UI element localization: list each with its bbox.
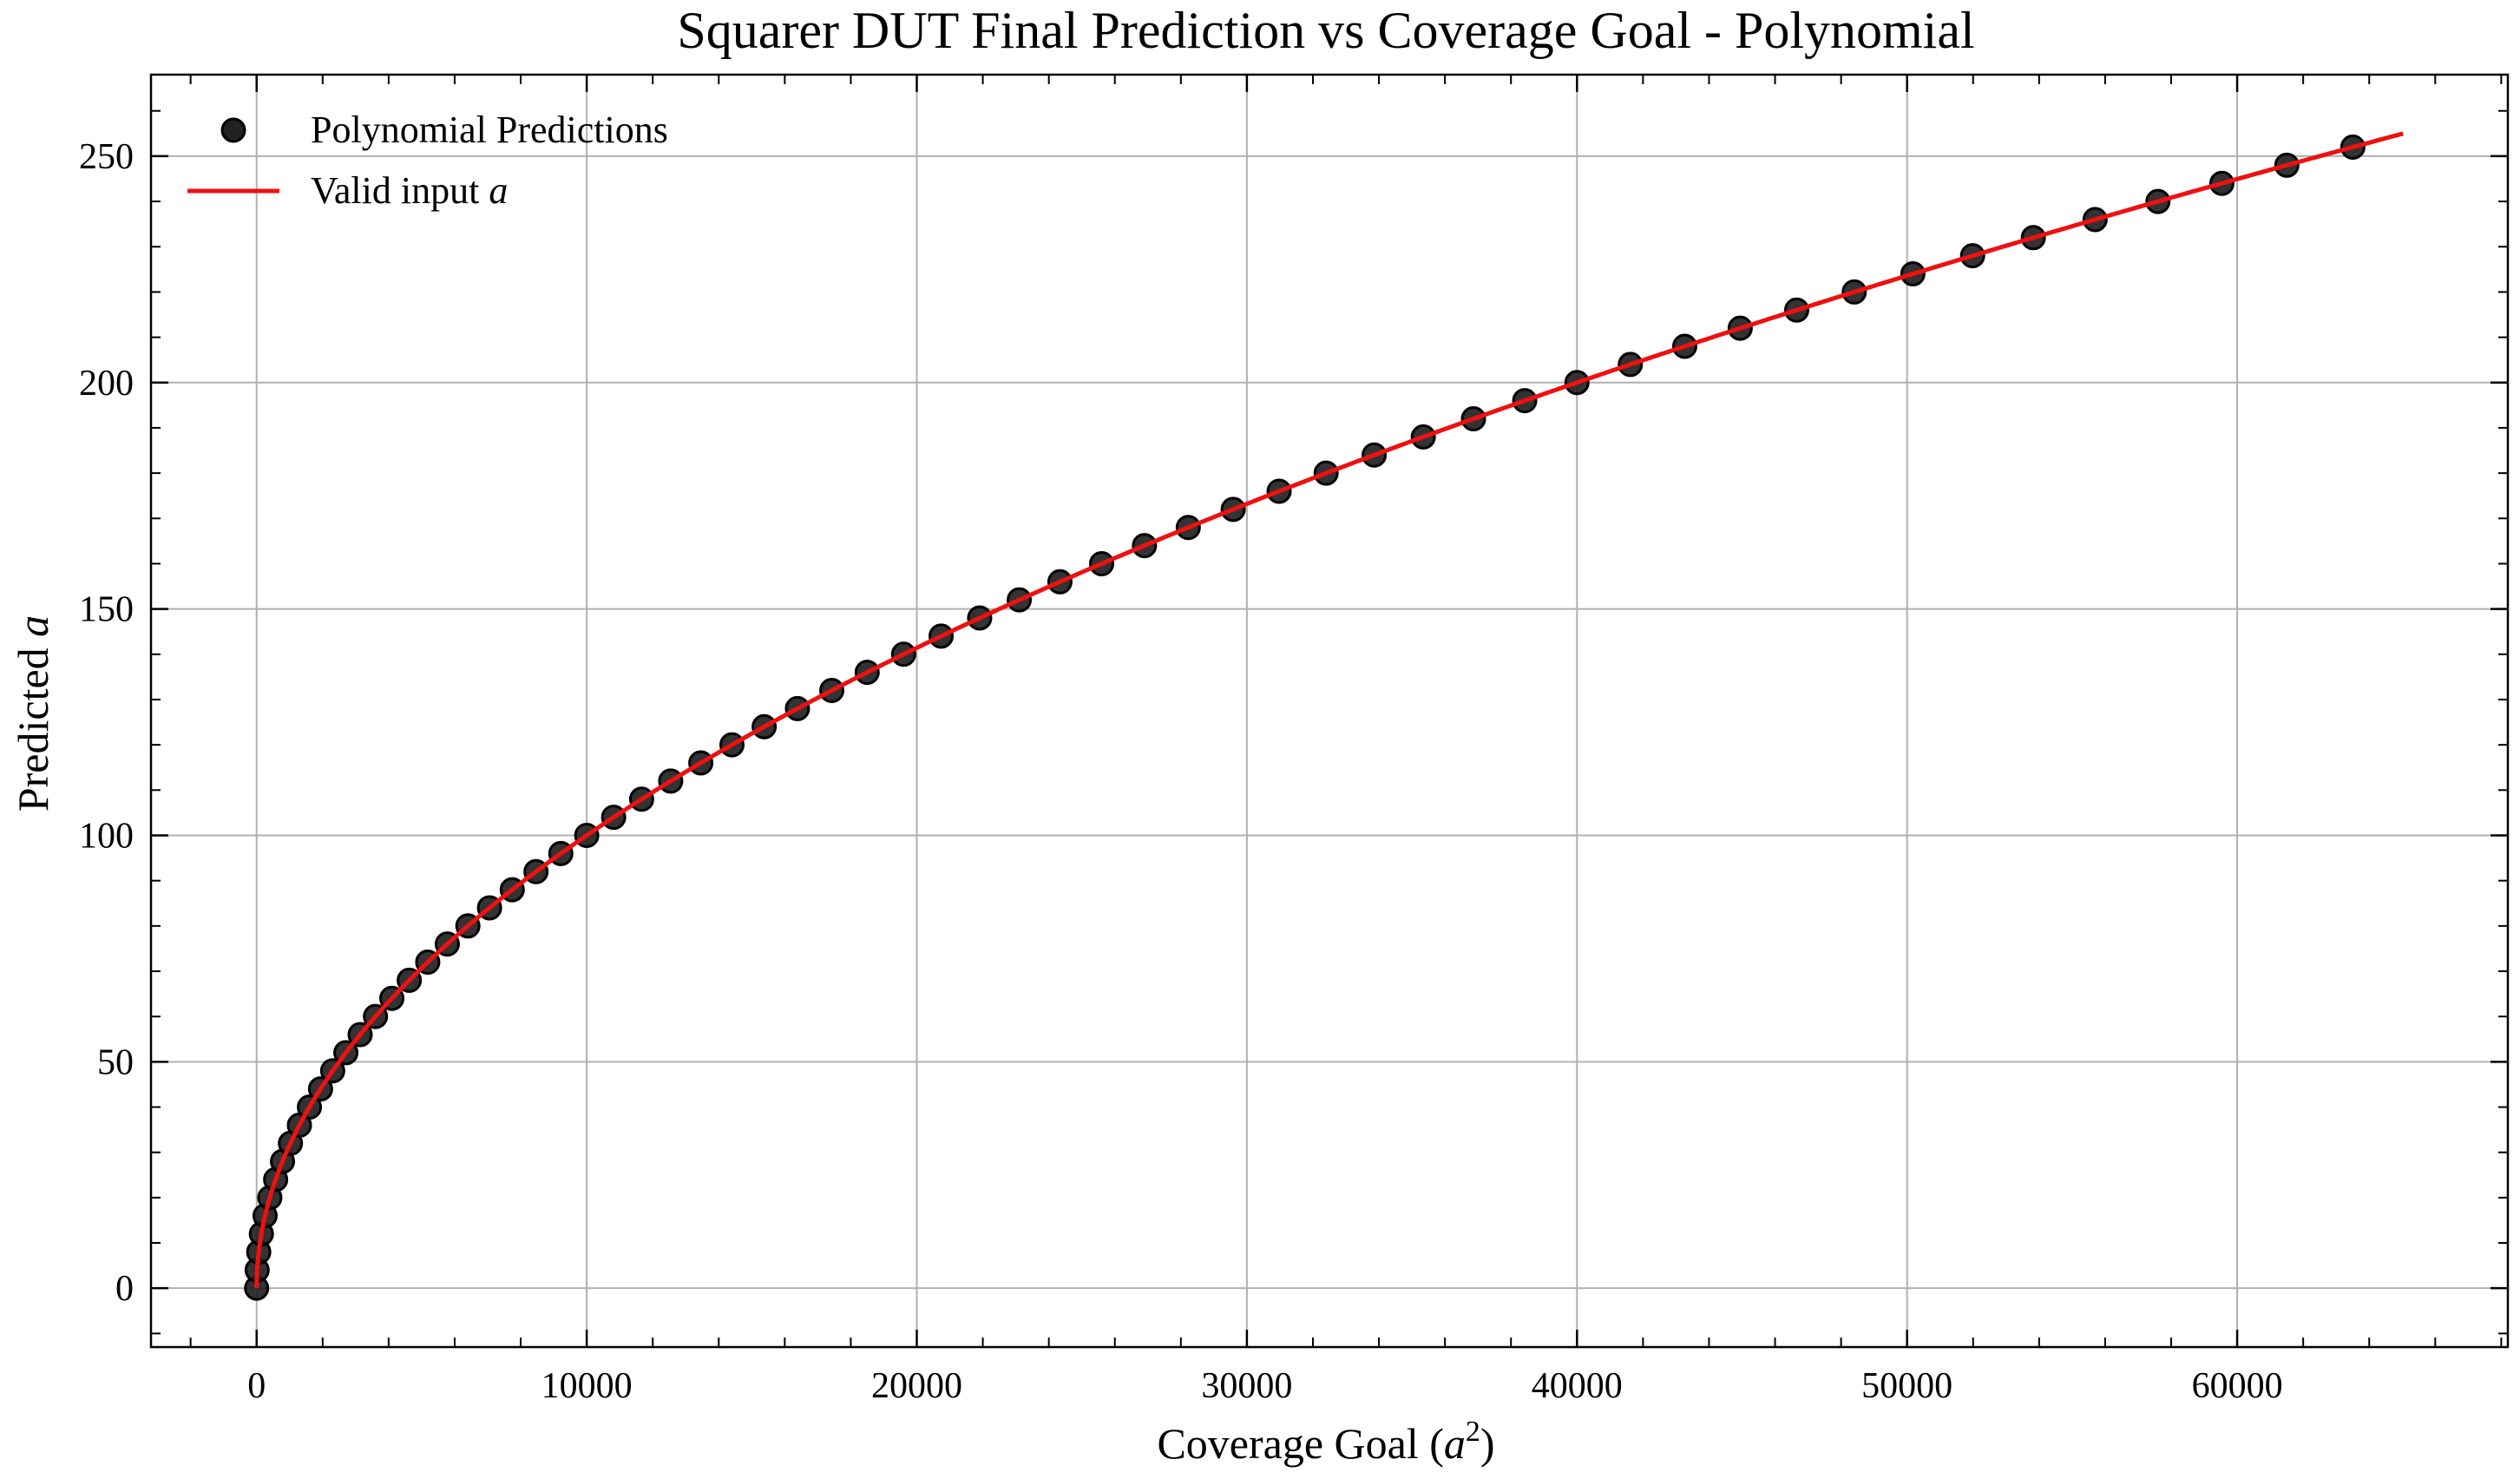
chart-title: Squarer DUT Final Prediction vs Coverage… (677, 2, 1974, 59)
x-tick-label: 10000 (541, 1366, 633, 1406)
y-tick-label: 100 (79, 816, 134, 856)
x-tick-label: 50000 (1861, 1366, 1952, 1406)
major-ticks (151, 75, 2508, 1347)
x-tick-label: 40000 (1532, 1366, 1623, 1406)
legend-line-label-var: a (489, 169, 508, 212)
valid-input-line (254, 131, 2404, 1289)
x-axis-label: Coverage Goal (a2) (1157, 1416, 1494, 1468)
tick-labels: 0 10000 20000 30000 40000 50000 60000 0 50 100 150… (79, 137, 2283, 1406)
legend-scatter-label: Polynomial Predictions (311, 108, 668, 151)
grid-lines (151, 75, 2508, 1347)
y-axis-label-prefix: Predicted (9, 637, 57, 812)
legend: Polynomial Predictions Valid input a (187, 108, 668, 212)
x-axis-label-suffix: ) (1480, 1419, 1495, 1468)
x-tick-label: 30000 (1201, 1366, 1292, 1406)
legend-line-label: Valid input a (311, 169, 508, 212)
x-axis-label-var: a (1444, 1419, 1466, 1468)
y-tick-label: 250 (79, 137, 134, 177)
x-axis-label-prefix: Coverage Goal ( (1157, 1419, 1443, 1468)
y-axis-label-var: a (9, 615, 57, 637)
plot-frame (149, 73, 2510, 1349)
x-axis-label-sup: 2 (1466, 1416, 1480, 1448)
y-tick-label: 0 (115, 1269, 134, 1309)
y-axis-label: Predicted a (9, 615, 57, 812)
legend-scatter-marker (220, 117, 246, 143)
y-tick-label: 200 (79, 364, 134, 404)
x-tick-label: 60000 (2192, 1366, 2283, 1406)
legend-line-label-prefix: Valid input (311, 169, 489, 212)
x-tick-label: 20000 (871, 1366, 962, 1406)
minor-ticks (151, 75, 2508, 1347)
x-tick-label: 0 (247, 1366, 266, 1406)
plot-area (244, 131, 2404, 1301)
prediction-points (244, 134, 2366, 1301)
y-tick-label: 150 (79, 590, 134, 630)
y-tick-label: 50 (97, 1042, 134, 1082)
